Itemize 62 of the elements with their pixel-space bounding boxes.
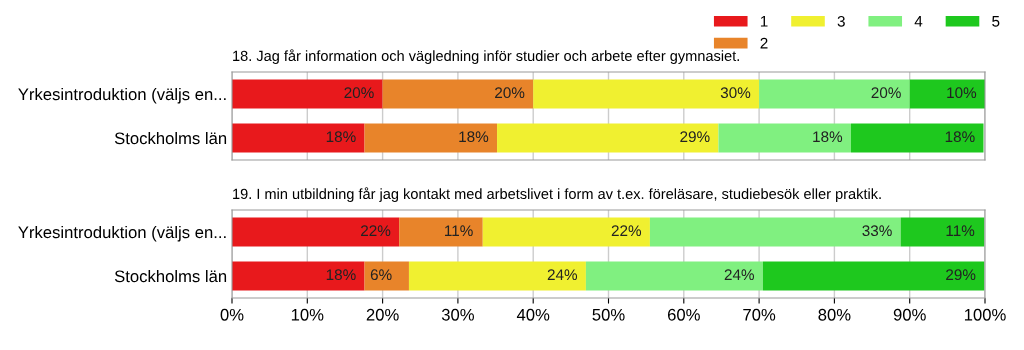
data-label: 22% xyxy=(361,225,391,237)
legend-label: 2 xyxy=(760,37,768,49)
bar xyxy=(497,123,719,153)
x-tick-label: 90% xyxy=(893,308,926,321)
bar xyxy=(399,217,483,247)
bar xyxy=(585,261,763,291)
bar xyxy=(232,79,383,109)
legend-label: 3 xyxy=(837,15,845,27)
bar xyxy=(533,79,760,109)
data-label: 20% xyxy=(495,87,525,99)
legend-label: 5 xyxy=(992,16,1000,27)
data-label: 6% xyxy=(370,269,392,281)
data-label: 24% xyxy=(724,269,755,281)
data-label: 18% xyxy=(326,131,356,143)
bar xyxy=(649,217,901,247)
data-label: 18% xyxy=(813,131,843,143)
x-tick-label: 100% xyxy=(964,308,1006,321)
bar xyxy=(850,123,984,153)
bar xyxy=(232,217,400,247)
bar xyxy=(382,79,534,109)
bar xyxy=(364,123,498,153)
x-tick-label: 80% xyxy=(818,308,851,321)
bar xyxy=(718,123,851,153)
x-tick-label: 30% xyxy=(441,308,474,321)
bar xyxy=(232,261,365,291)
legend-label: 1 xyxy=(760,16,768,27)
y-tick-label: Yrkesintroduktion (väljs en... xyxy=(18,87,226,104)
data-label: 18% xyxy=(326,269,356,281)
data-label: 11% xyxy=(445,225,473,237)
data-label: 20% xyxy=(871,87,901,99)
data-label: 20% xyxy=(344,87,374,99)
chart-title: 19. I min utbildning får jag kontakt med arbetslivet i form av t.ex. föreläsare, studiebesök eller praktik. xyxy=(233,187,881,202)
data-label: 29% xyxy=(946,269,976,281)
bar xyxy=(482,217,650,247)
data-label: 18% xyxy=(945,131,975,143)
x-tick-label: 50% xyxy=(592,308,625,321)
bar xyxy=(759,79,910,109)
y-tick-label: Stockholms län xyxy=(114,131,227,145)
bar xyxy=(364,261,409,291)
data-label: 11% xyxy=(946,225,975,237)
y-tick-label: Stockholms län xyxy=(114,269,227,283)
x-tick-label: 40% xyxy=(516,308,550,321)
data-label: 33% xyxy=(862,225,892,237)
data-label: 10% xyxy=(947,87,977,99)
data-label: 30% xyxy=(720,87,751,99)
bar xyxy=(909,79,985,109)
x-tick-label: 0% xyxy=(220,308,244,321)
bar xyxy=(900,217,985,247)
bar xyxy=(762,261,985,291)
bar xyxy=(232,123,365,153)
legend-label: 4 xyxy=(914,16,923,27)
x-tick-label: 70% xyxy=(743,308,776,321)
y-tick-label: Yrkesintroduktion (väljs en... xyxy=(18,225,226,242)
data-label: 29% xyxy=(680,131,710,143)
bar xyxy=(408,261,586,291)
x-tick-label: 10% xyxy=(291,308,324,321)
data-label: 18% xyxy=(459,131,489,143)
x-tick-label: 20% xyxy=(366,308,399,321)
x-tick-label: 60% xyxy=(667,308,700,321)
chart-title: 18. Jag får information och vägledning inför studier och arbete efter gymnasiet. xyxy=(233,49,739,64)
data-label: 24% xyxy=(547,269,578,281)
data-label: 22% xyxy=(611,225,642,237)
